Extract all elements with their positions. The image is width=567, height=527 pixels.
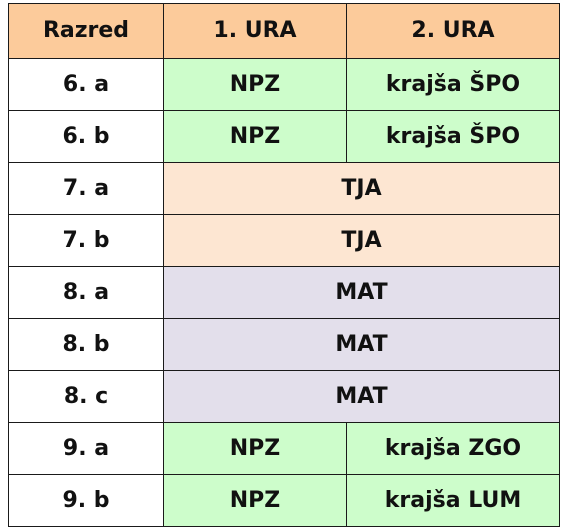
schedule-table: Razred 1. URA 2. URA 6. a NPZ krajša ŠPO…	[8, 3, 560, 527]
table-row: 8. a MAT	[8, 266, 560, 319]
table-row: 7. b TJA	[8, 214, 560, 267]
class-cell: 9. a	[8, 422, 164, 475]
header-row: Razred 1. URA 2. URA	[8, 3, 560, 59]
table-row: 8. c MAT	[8, 370, 560, 423]
table-row: 8. b MAT	[8, 318, 560, 371]
merged-lesson-cell: TJA	[163, 214, 560, 267]
class-cell: 8. b	[8, 318, 164, 371]
table-row: 6. a NPZ krajša ŠPO	[8, 58, 560, 111]
hour-2-cell: krajša ZGO	[346, 422, 560, 475]
class-cell: 6. a	[8, 58, 164, 111]
class-cell: 9. b	[8, 474, 164, 527]
table-row: 6. b NPZ krajša ŠPO	[8, 110, 560, 163]
merged-lesson-cell: MAT	[163, 318, 560, 371]
merged-lesson-cell: MAT	[163, 266, 560, 319]
table-row: 7. a TJA	[8, 162, 560, 215]
hour-1-cell: NPZ	[163, 422, 347, 475]
class-cell: 7. a	[8, 162, 164, 215]
class-cell: 8. c	[8, 370, 164, 423]
table-row: 9. b NPZ krajša LUM	[8, 474, 560, 527]
hour-1-cell: NPZ	[163, 474, 347, 527]
header-class: Razred	[8, 3, 164, 59]
merged-lesson-cell: TJA	[163, 162, 560, 215]
schedule-sheet: Razred 1. URA 2. URA 6. a NPZ krajša ŠPO…	[8, 3, 560, 527]
class-cell: 7. b	[8, 214, 164, 267]
hour-1-cell: NPZ	[163, 58, 347, 111]
hour-2-cell: krajša LUM	[346, 474, 560, 527]
table-row: 9. a NPZ krajša ZGO	[8, 422, 560, 475]
hour-2-cell: krajša ŠPO	[346, 58, 560, 111]
header-hour-1: 1. URA	[163, 3, 347, 59]
hour-1-cell: NPZ	[163, 110, 347, 163]
header-hour-2: 2. URA	[346, 3, 560, 59]
class-cell: 6. b	[8, 110, 164, 163]
class-cell: 8. a	[8, 266, 164, 319]
merged-lesson-cell: MAT	[163, 370, 560, 423]
hour-2-cell: krajša ŠPO	[346, 110, 560, 163]
